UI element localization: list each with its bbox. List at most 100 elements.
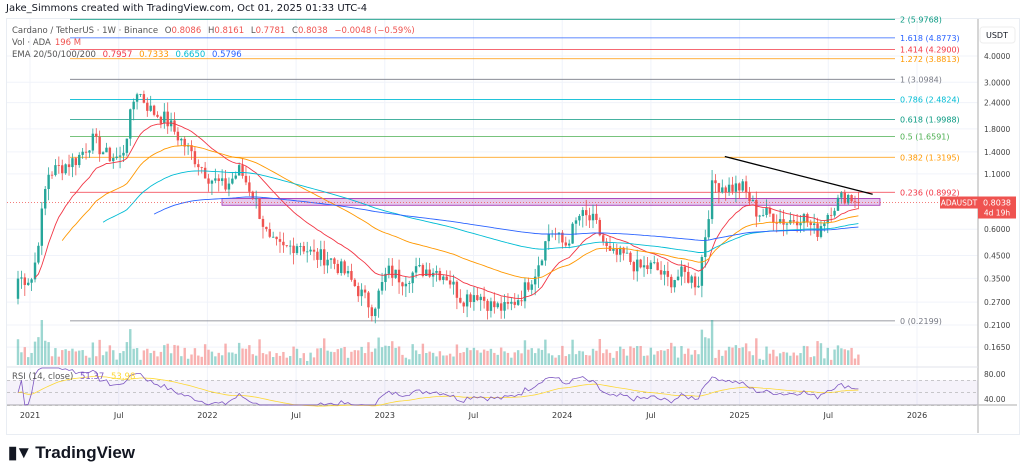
- candle-body: [612, 248, 615, 251]
- candle-body: [673, 280, 676, 288]
- volume-bar: [271, 357, 275, 365]
- volume-bar: [105, 351, 108, 365]
- candle-body: [448, 280, 452, 285]
- candle-body: [727, 184, 731, 192]
- candle-body: [741, 181, 744, 191]
- volume-bar: [649, 347, 653, 365]
- candle-body: [118, 155, 122, 157]
- candle-body: [231, 178, 234, 184]
- candle-body: [50, 174, 54, 176]
- volume-bar: [578, 350, 581, 365]
- volume-bar: [220, 355, 224, 365]
- volume-bar: [748, 351, 751, 365]
- volume-bar: [717, 349, 721, 365]
- volume-bar: [598, 338, 602, 365]
- candle-body: [306, 251, 309, 253]
- candle-body: [561, 232, 564, 243]
- volume-bar: [268, 351, 271, 365]
- volume-bar: [428, 351, 431, 365]
- candle-body: [156, 114, 159, 117]
- candle-body: [476, 295, 479, 301]
- volume-bar: [231, 352, 234, 365]
- candle-body: [71, 158, 74, 168]
- volume-bar: [537, 348, 540, 365]
- volume-bar: [108, 345, 112, 365]
- candle-body: [442, 276, 445, 280]
- volume-bar: [149, 353, 152, 365]
- volume-bar: [758, 358, 761, 365]
- candle-body: [329, 258, 333, 260]
- candle-body: [775, 222, 778, 224]
- candle-body: [772, 213, 775, 223]
- candle-body: [261, 218, 265, 227]
- candle-body: [414, 266, 418, 273]
- candle-body: [421, 265, 425, 277]
- volume-bar: [74, 351, 78, 365]
- candle-body: [350, 271, 353, 280]
- candle-body: [98, 136, 101, 155]
- volume-bar: [452, 356, 455, 365]
- candle-body: [125, 138, 129, 153]
- volume-bar: [465, 347, 469, 365]
- volume-bar: [261, 353, 265, 365]
- candle-body: [27, 282, 30, 285]
- candle-body: [482, 296, 486, 301]
- candle-body: [115, 156, 118, 159]
- volume-bar: [527, 349, 530, 365]
- close-value: 0.8038: [297, 26, 328, 36]
- volume-bar: [203, 344, 207, 365]
- volume-bar: [741, 347, 744, 365]
- volume-bar: [584, 355, 588, 365]
- candle-body: [843, 192, 846, 204]
- candle-body: [404, 283, 408, 287]
- volume-bar: [288, 356, 292, 365]
- candle-body: [704, 237, 707, 258]
- volume-bar: [622, 348, 625, 365]
- volume-bar: [744, 343, 748, 365]
- candle-body: [472, 295, 476, 303]
- candle-body: [744, 181, 748, 193]
- candle-body: [602, 235, 605, 242]
- candle-body: [731, 184, 734, 192]
- volume-bar: [605, 349, 608, 365]
- candle-body: [697, 285, 700, 288]
- volume-bar: [146, 348, 149, 365]
- volume-bar: [394, 347, 397, 365]
- volume-bar: [20, 352, 23, 365]
- candle-body: [806, 214, 809, 223]
- volume-bar: [533, 353, 537, 365]
- volume-bar: [636, 346, 639, 365]
- candle-body: [656, 262, 659, 271]
- volume-bar: [612, 357, 615, 365]
- candle-body: [751, 200, 755, 202]
- volume-bar: [95, 356, 98, 365]
- candle-body: [714, 180, 717, 184]
- volume-bar: [438, 351, 442, 365]
- volume-bars: [16, 320, 860, 365]
- symbol-name[interactable]: Cardano / TetherUS · 1W · Binance: [12, 26, 159, 36]
- fib-level-label: 1.618 (4.8773): [900, 34, 960, 43]
- volume-bar: [843, 349, 846, 365]
- candle-body: [486, 300, 489, 311]
- volume-bar: [812, 356, 816, 365]
- volume-bar: [731, 347, 734, 365]
- volume-bar: [142, 350, 146, 365]
- tradingview-logo[interactable]: ▮▼ TradingView: [8, 443, 136, 462]
- candle-body: [761, 214, 765, 216]
- candle-body: [418, 265, 421, 267]
- candle-body: [16, 278, 20, 299]
- volume-bar: [809, 357, 812, 365]
- candle-body: [357, 286, 360, 297]
- y-tick-label: 0.2100: [984, 321, 1010, 330]
- volume-bar: [775, 356, 778, 365]
- candle-body: [275, 236, 278, 240]
- volume-bar: [214, 356, 217, 365]
- candle-body: [408, 283, 411, 284]
- volume-bar: [135, 348, 139, 365]
- candle-body: [108, 147, 112, 162]
- volume-bar: [442, 355, 445, 365]
- rsi-ma-line: [17, 375, 859, 407]
- volume-bar: [23, 347, 27, 365]
- x-tick-label: 2022: [197, 411, 217, 420]
